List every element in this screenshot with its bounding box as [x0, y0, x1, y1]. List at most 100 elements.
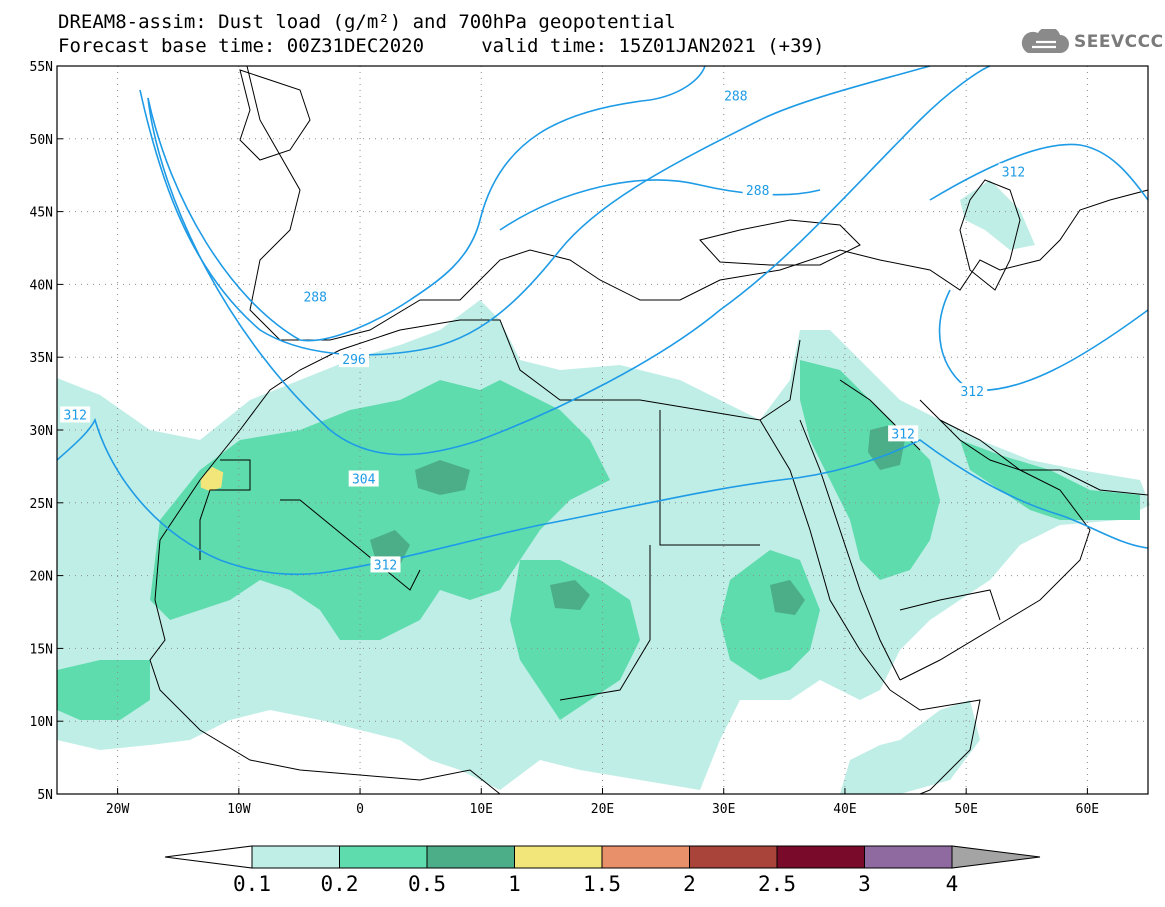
colorbar-label: 1 — [508, 872, 521, 896]
colorbar-swatch — [601, 845, 690, 869]
contour-label: 312 — [957, 383, 988, 400]
dust-region-light-horn — [840, 700, 980, 794]
svg-text:312: 312 — [960, 385, 983, 400]
uk-coastline — [239, 69, 311, 161]
lon-tick-label: 20E — [591, 802, 614, 817]
iran-coastline — [939, 419, 1149, 496]
contour-label: 312 — [60, 406, 91, 423]
svg-text:312: 312 — [374, 558, 397, 573]
colorbar-over-arrow — [951, 845, 1041, 869]
red-sea-west-coast — [759, 419, 891, 691]
lon-tick-label: 0 — [356, 802, 364, 817]
lat-tick-label: 35N — [30, 351, 53, 366]
lat-tick-label: 50N — [30, 133, 53, 148]
dust-region-medium-arabia — [800, 360, 940, 580]
dust-region-light-caspian — [960, 180, 1035, 250]
lat-tick-label: 45N — [30, 206, 53, 221]
dust-load-shading — [57, 180, 1150, 794]
west-africa-coastline — [149, 539, 501, 795]
contour-labels: 288 288 288 296 304 312 312 312 312 312 — [60, 87, 1029, 573]
saudi-yemen-border — [899, 589, 1001, 621]
horn-of-africa-coastline — [889, 689, 981, 795]
contour-label: 312 — [370, 556, 401, 573]
contour-288-east — [499, 179, 821, 231]
axis-ticks: 20W 10W 0 10E 20E 30E 40E 50E 60E 55N 50N 45N 40N 35N… — [30, 60, 1100, 817]
svg-text:312: 312 — [63, 408, 86, 423]
geopotential-contours — [56, 65, 1149, 576]
lat-tick-label: 20N — [30, 570, 53, 585]
dust-region-medium-sudan — [720, 550, 820, 680]
lon-tick-label: 10E — [470, 802, 493, 817]
forecast-time-line: Forecast base time: 00Z31DEC2020 valid t… — [58, 35, 825, 57]
colorbar-label: 3 — [858, 872, 871, 896]
logo-text: SEEVCCC — [1074, 32, 1164, 52]
lat-lon-grid — [57, 65, 1148, 795]
colorbar-label: 0.5 — [408, 872, 446, 896]
svg-text:288: 288 — [746, 184, 769, 199]
red-sea-east-coast — [799, 419, 901, 681]
colorbar-swatch — [689, 845, 778, 869]
contour-label: 312 — [998, 163, 1029, 180]
arabia-coastline — [899, 399, 1091, 681]
contour-label: 288 — [300, 288, 331, 306]
lon-tick-label: 60E — [1076, 802, 1099, 817]
colorbar-label: 0.1 — [233, 872, 271, 896]
lon-tick-label: 40E — [833, 802, 856, 817]
caspian-sea-coastline — [959, 179, 1021, 291]
lat-tick-label: 55N — [30, 60, 53, 75]
contour-312-sahel — [56, 417, 1149, 576]
lat-tick-label: 25N — [30, 497, 53, 512]
colorbar-label: 4 — [945, 872, 959, 896]
mali-algeria-border — [280, 499, 421, 591]
north-africa-coastline — [159, 319, 801, 541]
dust-region-medium-west — [150, 380, 610, 640]
colorbar-label: 2 — [683, 872, 696, 896]
lat-tick-label: 30N — [30, 424, 53, 439]
contour-288-west — [147, 65, 706, 342]
svg-text:304: 304 — [352, 473, 376, 488]
dust-region-medium-chad — [510, 560, 640, 720]
colorbar-under-arrow — [164, 845, 253, 869]
colorbar-swatch — [514, 845, 603, 869]
dust-region-dense-sudan — [770, 580, 805, 615]
sudan-chad-border — [559, 545, 651, 701]
dust-region-dense-chad — [550, 580, 590, 610]
map-title: DREAM8-assim: Dust load (g/m²) and 700hP… — [58, 11, 676, 33]
europe-coastline — [246, 65, 1149, 341]
svg-text:288: 288 — [724, 90, 747, 105]
colorbar-swatch — [864, 845, 953, 869]
contour-label: 304 — [348, 470, 379, 488]
contour-296 — [139, 65, 931, 356]
lat-tick-label: 5N — [37, 788, 53, 803]
lat-tick-label: 10N — [30, 715, 53, 730]
colorbar-swatch — [776, 845, 865, 869]
contour-label: 312 — [888, 425, 919, 442]
black-sea-coastline — [699, 219, 861, 266]
dust-region-dense-sahara — [415, 460, 470, 495]
svg-text:312: 312 — [1002, 165, 1025, 180]
cloud-icon — [1021, 29, 1069, 53]
colorbar-label: 1.5 — [583, 872, 621, 896]
colorbar — [164, 845, 1041, 869]
svg-text:312: 312 — [891, 427, 914, 442]
colorbar-swatch — [339, 845, 428, 869]
colorbar-label: 0.2 — [320, 872, 359, 896]
seevccc-logo: SEEVCCC — [1018, 26, 1164, 58]
dust-region-medium-gulf — [960, 440, 1140, 520]
lat-tick-label: 40N — [30, 278, 53, 293]
lon-tick-label: 30E — [712, 802, 735, 817]
svg-text:296: 296 — [342, 353, 365, 368]
lon-tick-label: 20W — [106, 802, 130, 817]
colorbar-swatch — [251, 845, 340, 869]
dust-region-medium-senegal — [57, 660, 150, 720]
contour-label: 288 — [742, 182, 773, 199]
morocco-algeria-border — [199, 459, 251, 560]
contour-label: 296 — [338, 351, 369, 368]
lat-tick-label: 15N — [30, 642, 53, 657]
svg-text:288: 288 — [303, 291, 326, 306]
contour-label: 288 — [720, 87, 751, 105]
lon-tick-label: 50E — [954, 802, 977, 817]
contour-312-north — [929, 143, 1149, 201]
colorbar-swatch — [426, 845, 515, 869]
